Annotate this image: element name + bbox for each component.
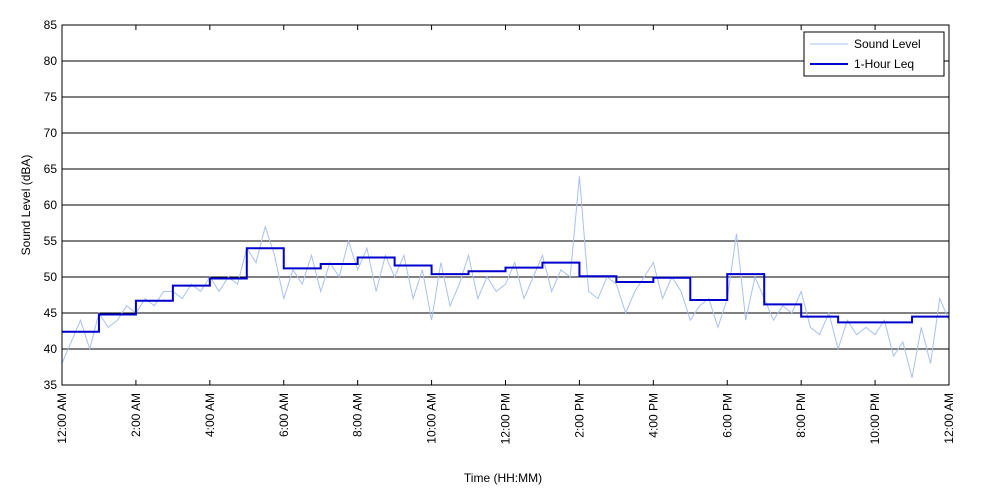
- y-tick-label: 75: [44, 90, 58, 104]
- x-tick-label: 6:00 AM: [277, 393, 291, 437]
- y-tick-label: 85: [44, 18, 58, 32]
- x-tick-label: 12:00 AM: [55, 393, 69, 444]
- plot-frame: [61, 24, 950, 386]
- plot: [61, 176, 950, 378]
- x-axis-label: Time (HH:MM): [464, 471, 542, 485]
- y-tick-label: 60: [44, 198, 58, 212]
- series-line: [61, 176, 950, 378]
- y-tick-label: 55: [44, 234, 58, 248]
- y-tick-label: 40: [44, 342, 58, 356]
- legend-label: 1-Hour Leq: [854, 57, 914, 71]
- x-tick-label: 6:00 PM: [720, 393, 734, 438]
- x-tick-label: 10:00 AM: [425, 393, 439, 444]
- y-tick-label: 65: [44, 162, 58, 176]
- y-tick-label: 70: [44, 126, 58, 140]
- x-tick-label: 2:00 AM: [129, 393, 143, 437]
- x-tick-label: 10:00 PM: [868, 393, 882, 444]
- y-tick-label: 35: [44, 378, 58, 392]
- legend-label: Sound Level: [854, 37, 921, 51]
- legend-box: [803, 31, 945, 77]
- y-tick-label: 50: [44, 270, 58, 284]
- x-tick-label: 4:00 AM: [203, 393, 217, 437]
- x-tick-label: 2:00 PM: [572, 393, 586, 438]
- x-tick-label: 8:00 AM: [351, 393, 365, 437]
- x-tick-label: 4:00 PM: [646, 393, 660, 438]
- x-tick-label: 8:00 PM: [794, 393, 808, 438]
- y-tick-label: 80: [44, 54, 58, 68]
- series-line: [62, 247, 949, 333]
- x-tick-label: 12:00 AM: [942, 393, 956, 444]
- y-tick-label: 45: [44, 306, 58, 320]
- y-axis-label: Sound Level (dBA): [19, 155, 33, 256]
- x-tick-label: 12:00 PM: [499, 393, 513, 444]
